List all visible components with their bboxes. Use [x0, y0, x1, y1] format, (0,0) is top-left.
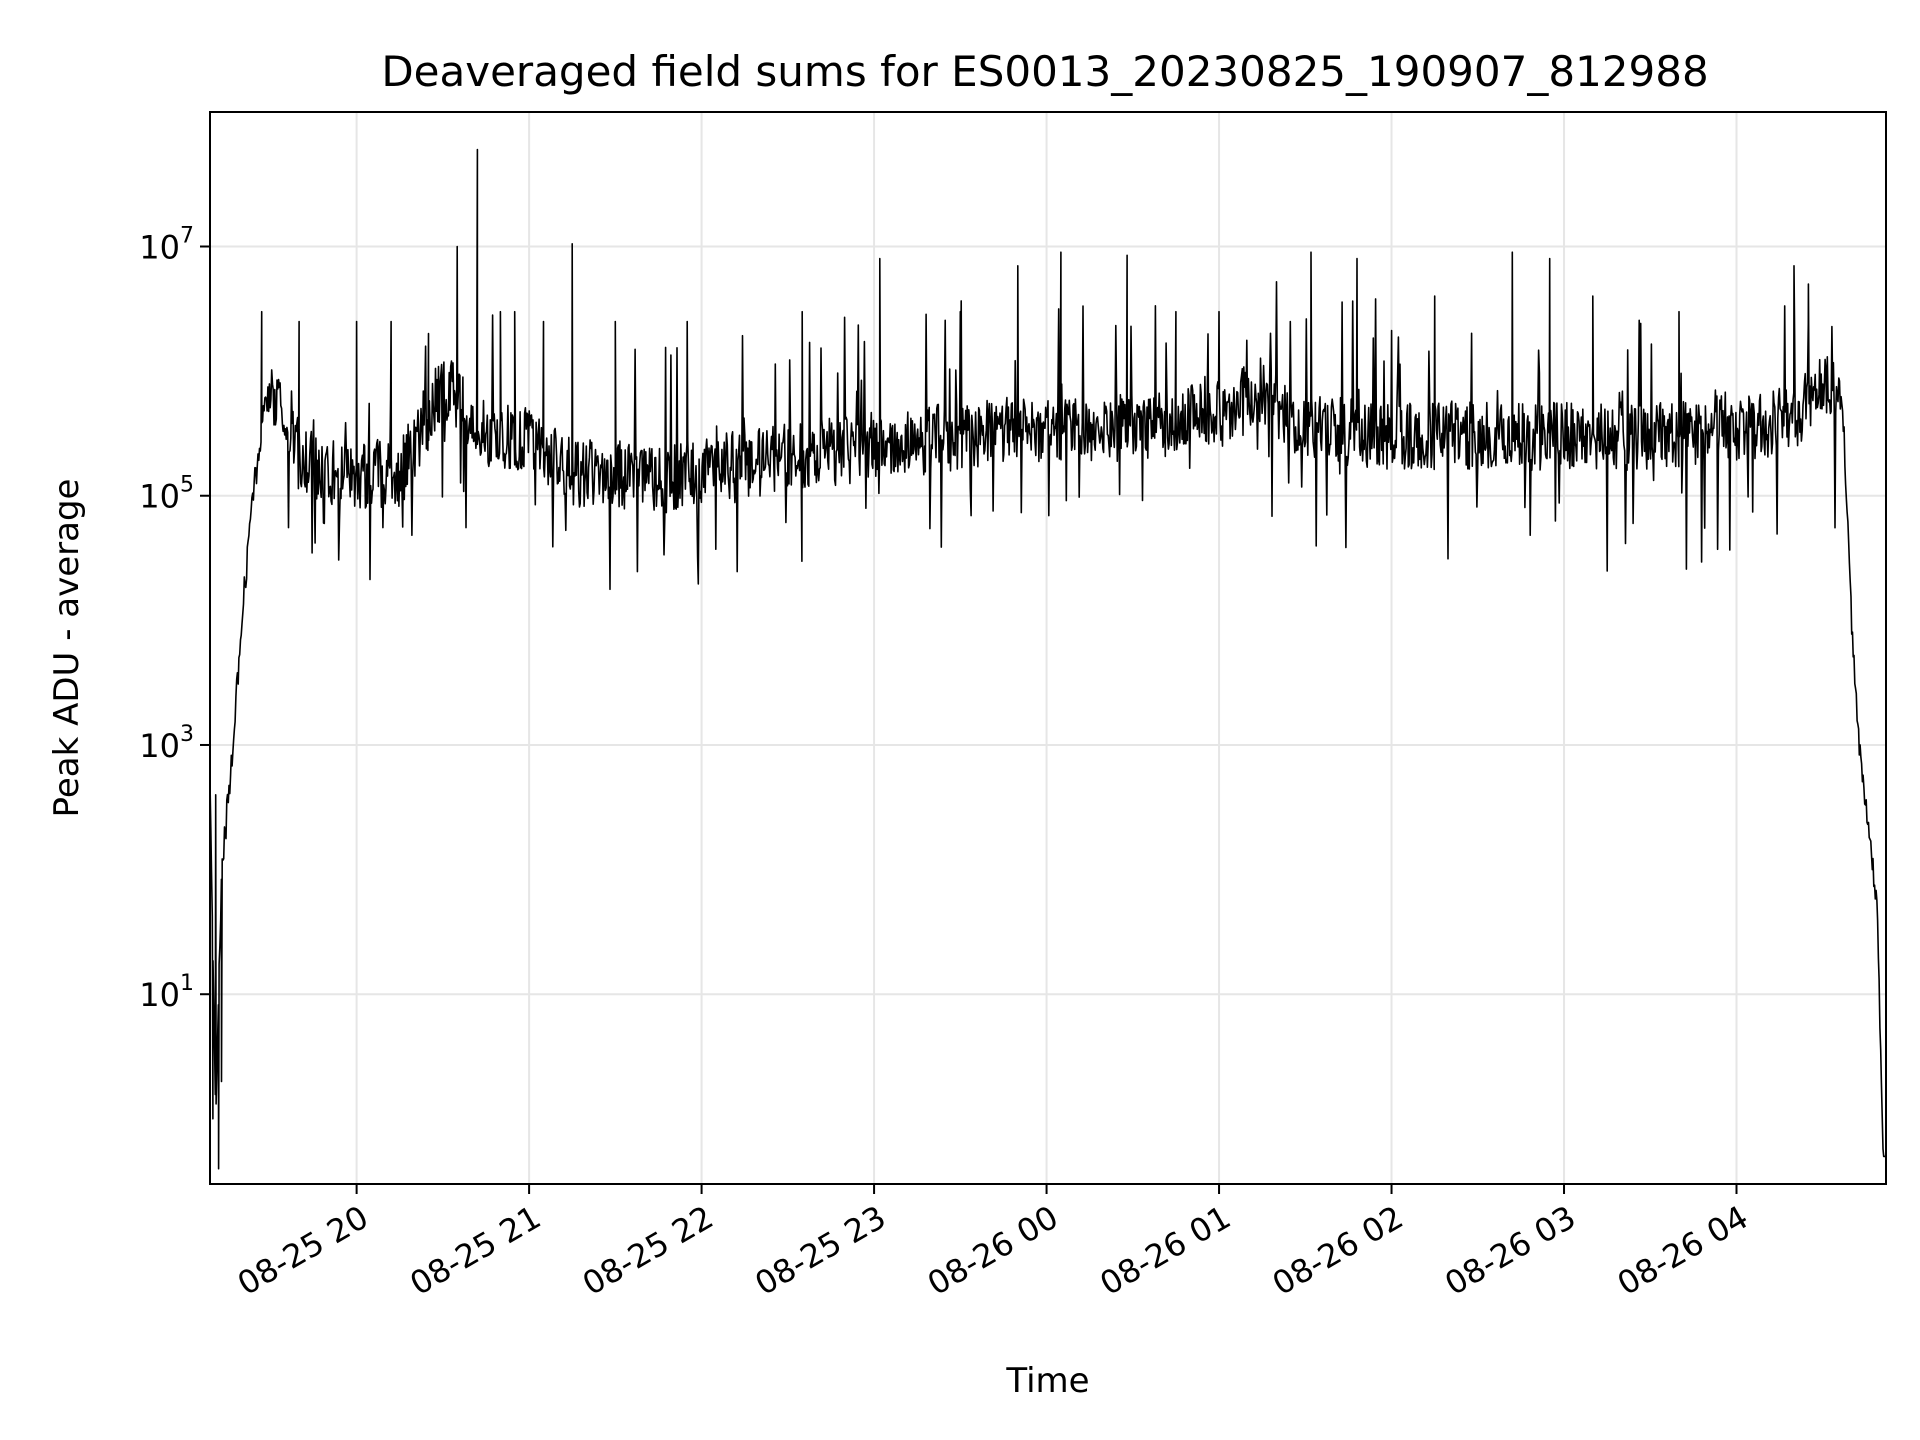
- chart-title: Deaveraged field sums for ES0013_2023082…: [381, 47, 1708, 96]
- y-tick-exponent: 7: [180, 223, 194, 248]
- y-tick-label: 103: [139, 722, 194, 765]
- y-tick-label: 107: [139, 223, 194, 266]
- y-tick-exponent: 1: [180, 971, 194, 996]
- y-tick-label: 101: [139, 971, 194, 1014]
- y-tick-exponent: 5: [180, 473, 194, 498]
- y-tick-base: 10: [139, 478, 180, 516]
- x-axis-label: Time: [1005, 1361, 1089, 1401]
- grid: [210, 112, 1886, 1184]
- series-line: [209, 148, 1886, 1170]
- plot-frame: [209, 111, 1887, 1185]
- plot-area: [209, 148, 1886, 1170]
- y-tick-exponent: 3: [180, 722, 194, 747]
- y-tick-label: 105: [139, 473, 194, 516]
- y-axis-label: Peak ADU - average: [47, 479, 87, 818]
- y-tick-base: 10: [139, 727, 180, 765]
- y-tick-base: 10: [139, 228, 180, 266]
- y-tick-base: 10: [139, 976, 180, 1014]
